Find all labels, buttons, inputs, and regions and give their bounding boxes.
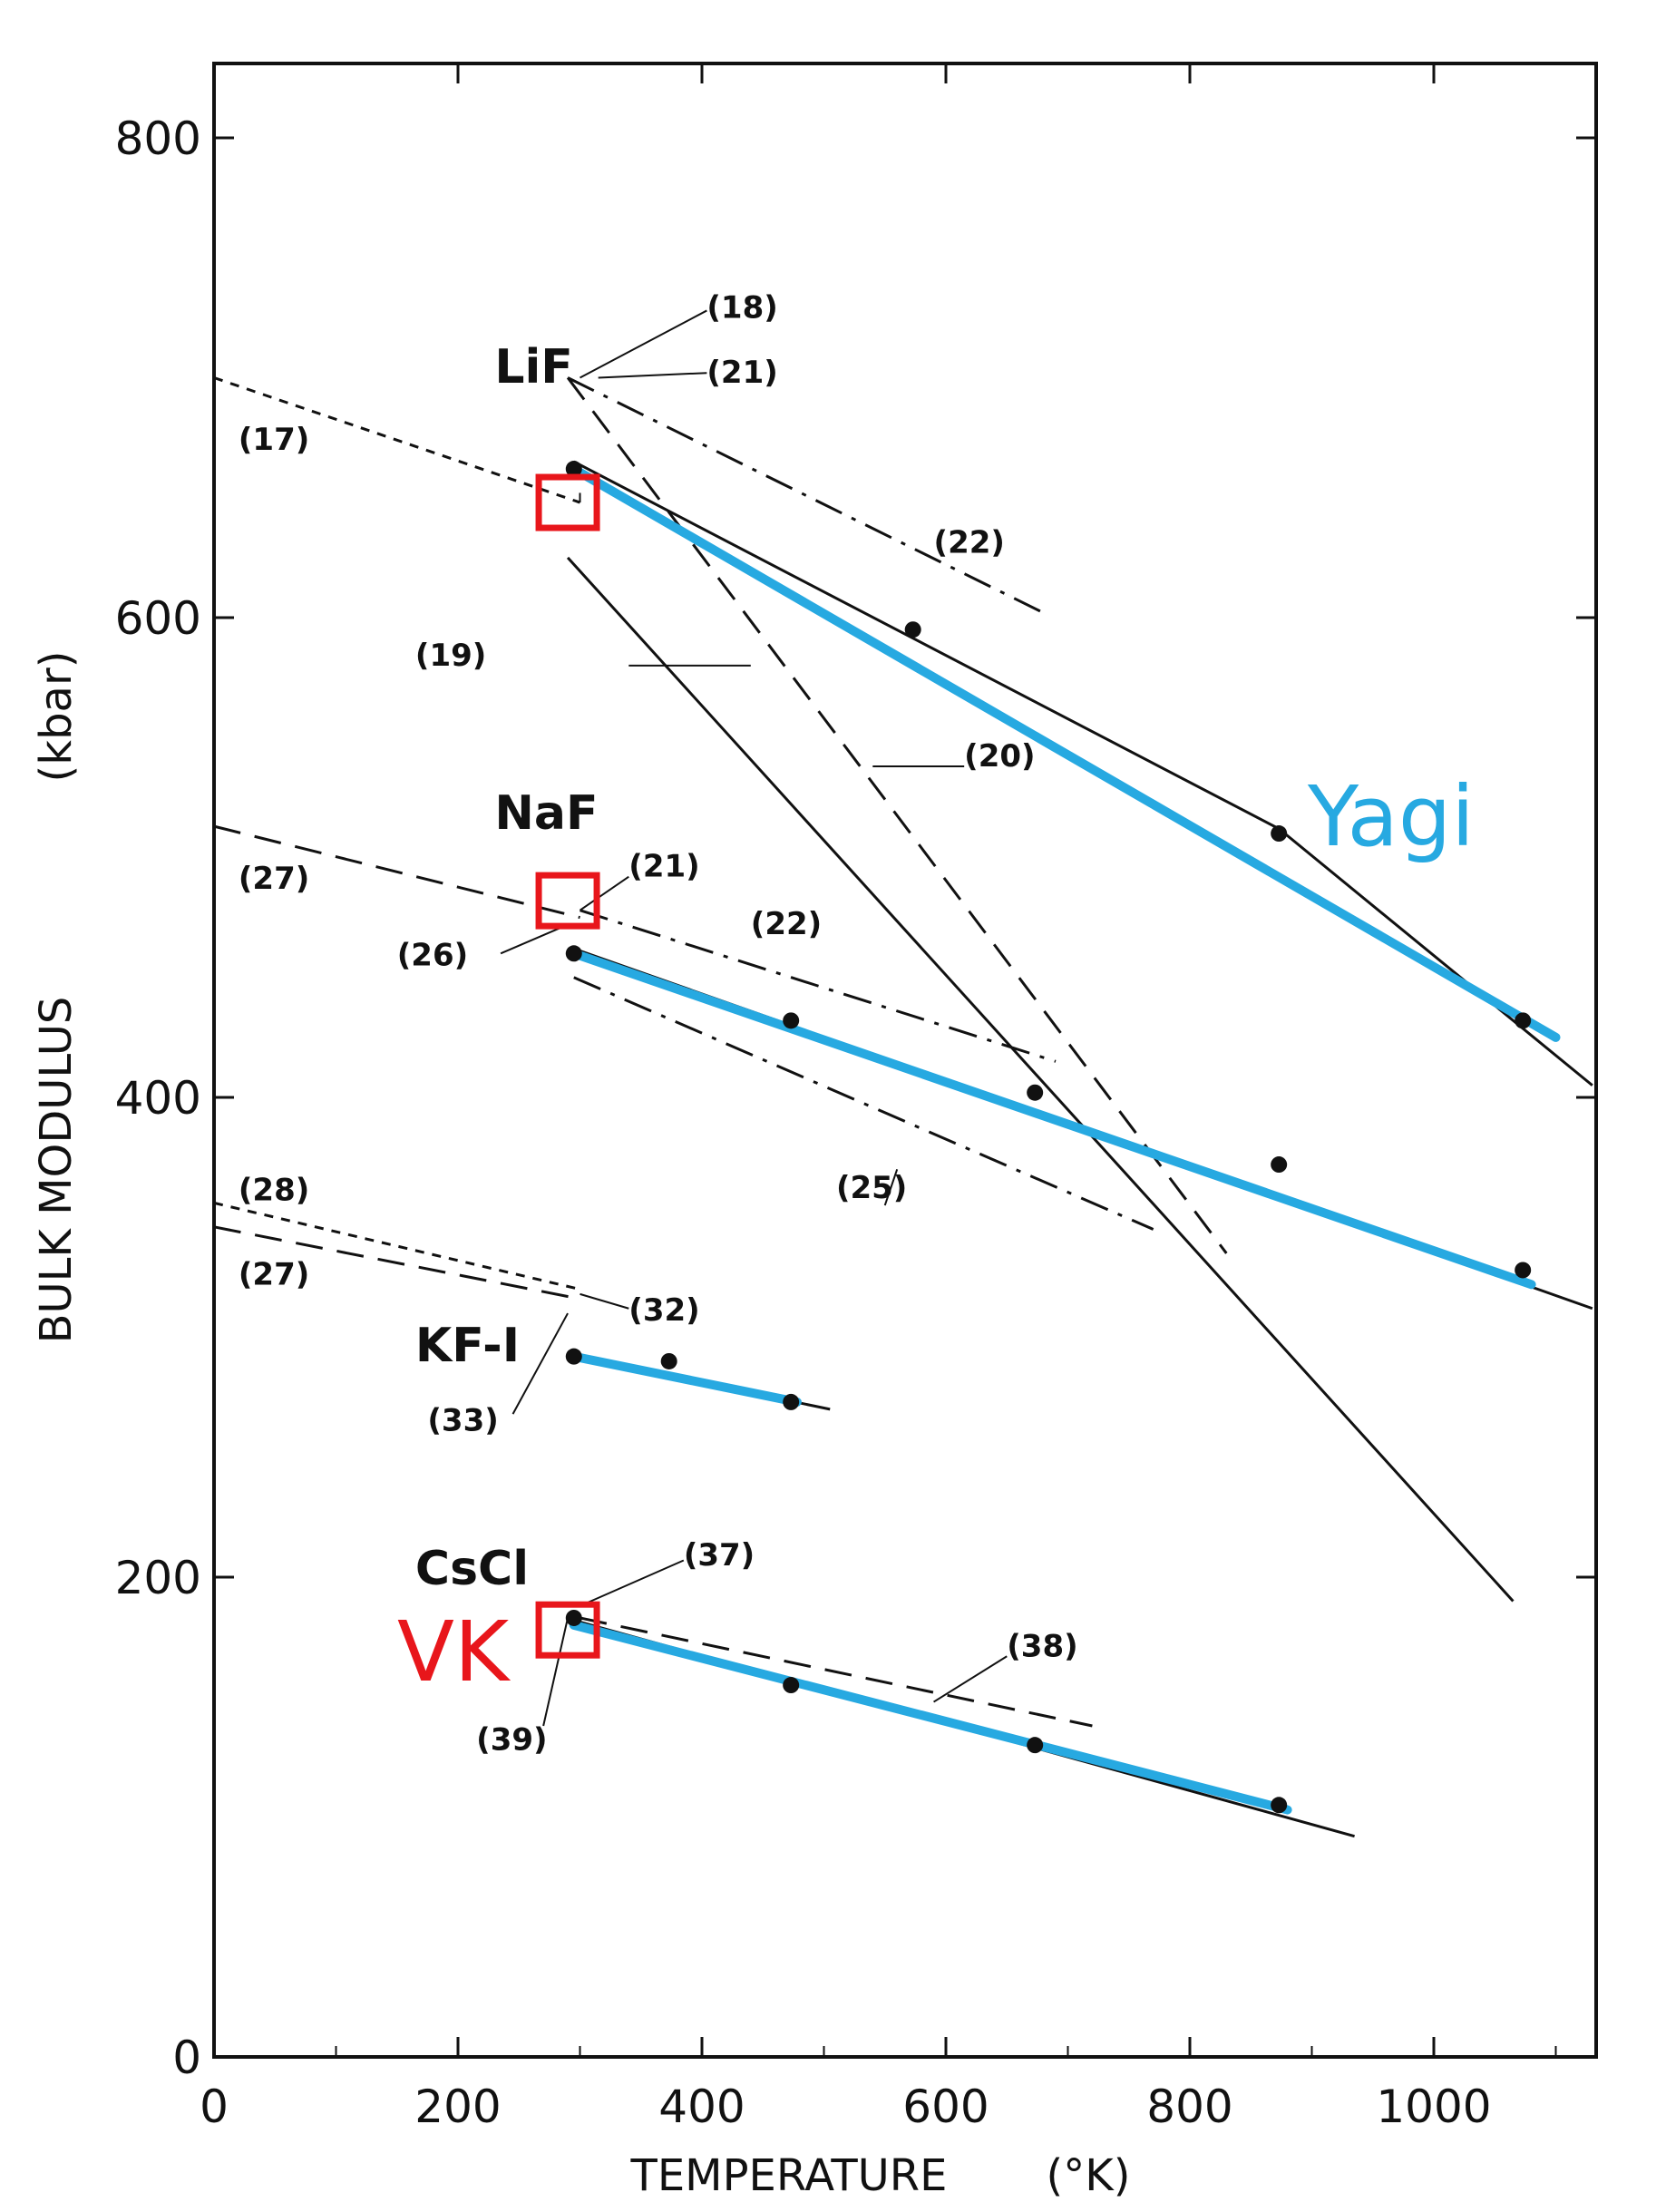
naf-label: NaF <box>494 786 598 841</box>
lif-data-point <box>565 461 582 478</box>
cscl-ref-line-38 <box>580 1616 1093 1728</box>
lif-data-point <box>904 621 921 638</box>
highlight-box <box>535 473 600 531</box>
ref-label: (27) <box>239 1256 309 1292</box>
ref-label: (28) <box>239 1173 309 1209</box>
kfi-data-point <box>565 1348 582 1365</box>
x-tick-label: 400 <box>658 2080 745 2133</box>
y-axis-unit: (kbar) <box>31 651 82 783</box>
lif-ref-line-22 <box>567 376 1045 615</box>
lif-fit-line <box>569 464 1561 1042</box>
x-tick-label: 1000 <box>1376 2080 1491 2133</box>
kfi-data-point <box>783 1393 800 1410</box>
y-tick-label: 0 <box>172 2032 201 2084</box>
kfi-ref-line-27 <box>213 1225 580 1301</box>
cscl-data-point <box>1027 1737 1044 1754</box>
ref-label: (20) <box>964 738 1035 775</box>
kfi-label: KF-I <box>415 1319 520 1373</box>
vk-annotation: VK <box>397 1603 511 1700</box>
ref-label: (22) <box>751 906 822 942</box>
ref-label: (32) <box>628 1292 699 1329</box>
cscl-data-point <box>783 1677 800 1694</box>
ref-label: (26) <box>397 938 468 974</box>
lif-ref-line-19 <box>566 556 1515 1603</box>
ref-label: (22) <box>934 525 1005 561</box>
x-tick-label: 0 <box>200 2080 229 2133</box>
y-tick-label: 200 <box>115 1552 201 1604</box>
naf-ref-line-27 <box>213 824 580 920</box>
y-tick-label: 600 <box>115 592 201 645</box>
leader-line <box>500 923 569 955</box>
kfi-ref-line-28 <box>213 1201 580 1291</box>
ref-label: (21) <box>628 849 699 885</box>
leader-line <box>580 309 707 379</box>
leader-line <box>580 1292 629 1310</box>
ref-label: (39) <box>476 1721 547 1758</box>
plot-frame <box>212 62 1598 2059</box>
lif-ref-line-20 <box>566 376 1228 1254</box>
y-axis-label: BULK MODULUS <box>31 997 82 1344</box>
naf-data-point <box>1271 1156 1288 1174</box>
cscl-data-point <box>1271 1797 1288 1814</box>
ref-label: (33) <box>427 1403 498 1439</box>
ref-label: (17) <box>239 422 309 458</box>
cscl-label: CsCl <box>415 1542 529 1596</box>
y-tick-label: 800 <box>115 112 201 165</box>
ref-label: (25) <box>836 1170 907 1206</box>
naf-data-point <box>783 1012 800 1029</box>
naf-data-point <box>1515 1262 1532 1279</box>
naf-ref-line-22 <box>580 909 1057 1063</box>
y-tick-label: 400 <box>115 1072 201 1125</box>
x-tick-label: 800 <box>1146 2080 1232 2133</box>
ref-label: (38) <box>1007 1628 1077 1664</box>
leader-line <box>542 1617 570 1727</box>
leader-line <box>883 1169 899 1206</box>
naf-fit-line <box>569 949 1536 1290</box>
label-layer: LiF (17) (18) (21) (22) (19) (20) NaF (27) (21) (2… <box>239 289 1475 1758</box>
lif-label: LiF <box>494 340 572 395</box>
plot-axes: 0 200 400 600 800 1000 0 200 400 600 800 TEMPERATUR… <box>31 62 1598 2201</box>
cscl-fit-line <box>569 1620 1292 1815</box>
x-tick-label: 600 <box>902 2080 989 2133</box>
ref-label: (37) <box>684 1537 755 1574</box>
leader-line <box>580 1559 685 1607</box>
yagi-annotation: Yagi <box>1307 768 1475 865</box>
leader-line <box>511 1312 569 1415</box>
ref-label: (18) <box>706 289 777 326</box>
kfi-fit-line <box>569 1351 802 1407</box>
highlight-box <box>535 1601 600 1659</box>
x-axis-label: TEMPERATURE <box>630 2150 948 2201</box>
highlight-box <box>535 872 600 930</box>
cscl-data-point <box>565 1609 582 1626</box>
kfi-data-point <box>660 1352 677 1369</box>
ref-label: (21) <box>706 355 777 391</box>
leader-line <box>579 875 629 911</box>
naf-ref-line-25 <box>573 976 1154 1231</box>
ref-label: (19) <box>415 638 486 674</box>
x-axis-unit: (°K) <box>1047 2150 1131 2201</box>
leader-line <box>598 372 707 379</box>
lif-data-point <box>1515 1012 1532 1029</box>
series-layer <box>213 376 1593 1838</box>
x-tick-label: 200 <box>414 2080 501 2133</box>
naf-data-point <box>565 945 582 962</box>
lif-ref-line-17 <box>213 376 580 504</box>
lif-data-point <box>1271 825 1288 843</box>
ref-label: (27) <box>239 861 309 897</box>
leader-line <box>933 1655 1008 1703</box>
naf-data-point <box>1027 1084 1044 1101</box>
